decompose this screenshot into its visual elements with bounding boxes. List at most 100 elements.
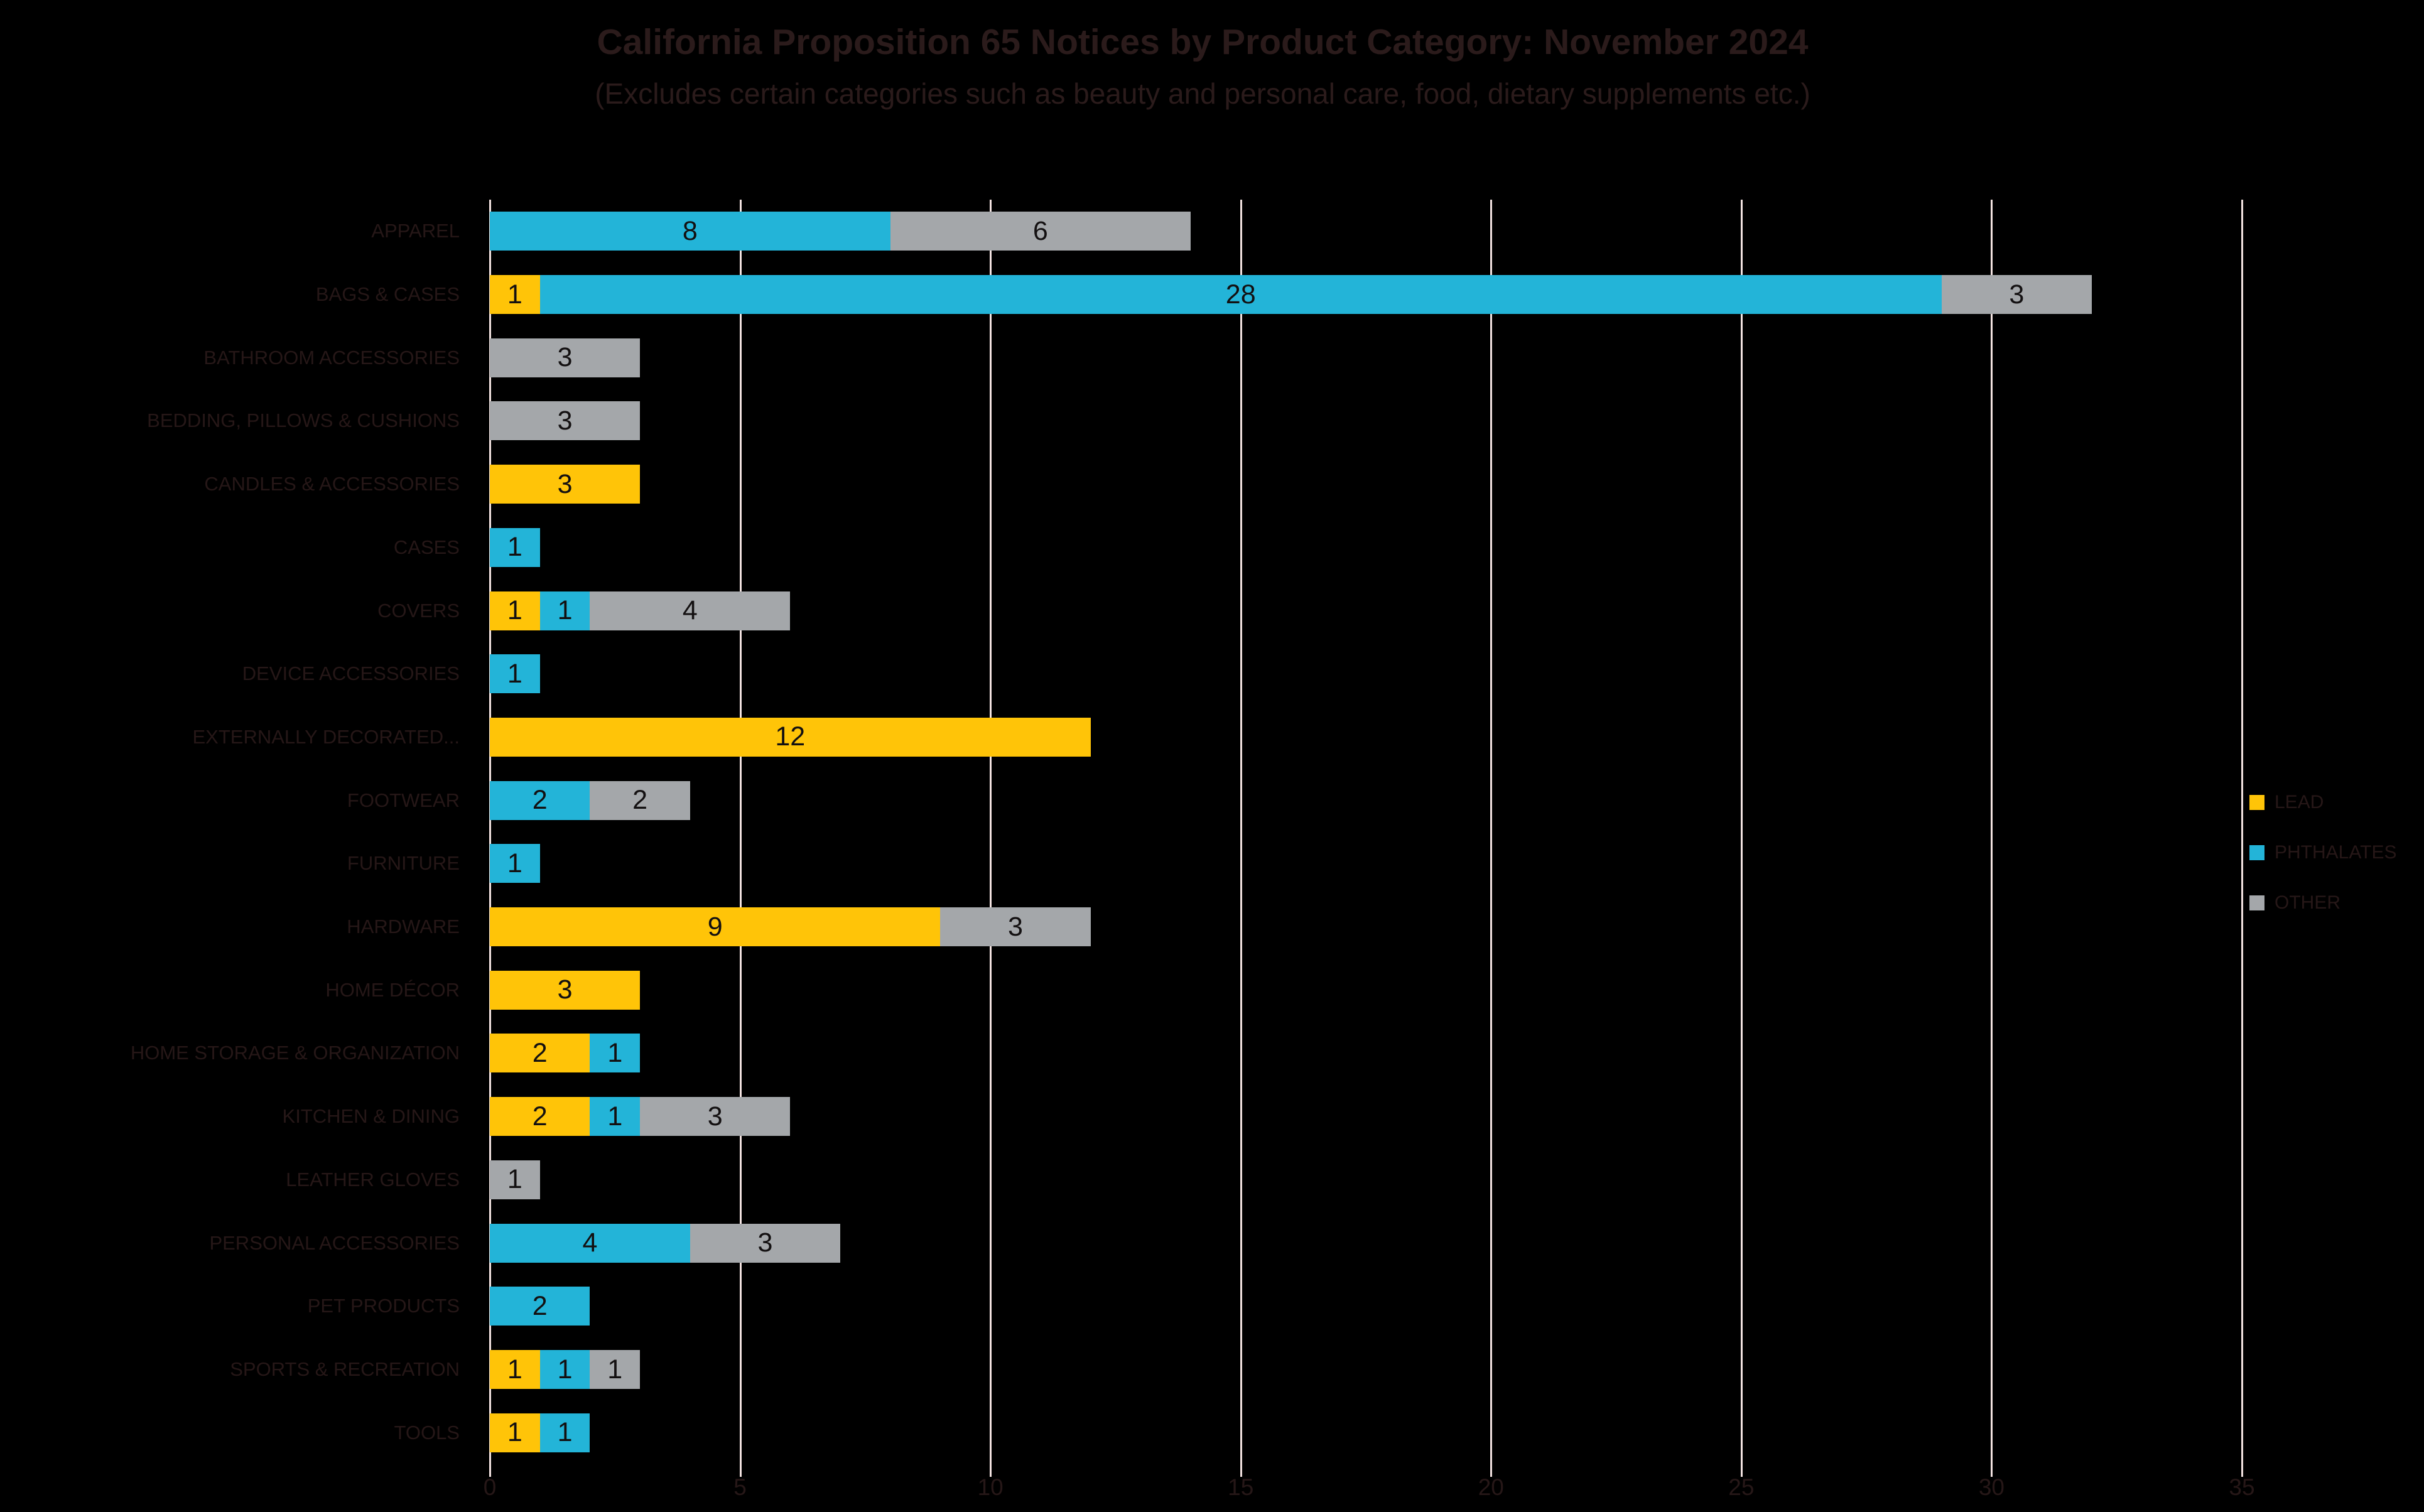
stacked-bar: 1 bbox=[490, 1160, 2242, 1199]
category-label: BEDDING, PILLOWS & CUSHIONS bbox=[147, 409, 460, 432]
bar-segment-phthalates: 8 bbox=[490, 212, 890, 251]
bar-segment-phthalates: 1 bbox=[490, 654, 540, 694]
bar-row: 3 bbox=[490, 453, 2242, 516]
plot-area: 8 6 1 28 3 3 3 3 1 1 1 4 1 12 2 2 1 9 3 3 2 1 2 1 3 1 4 3 2 1 1 1 1 1 bbox=[489, 200, 2243, 1464]
bar-segment-lead: 1 bbox=[490, 591, 540, 630]
x-axis-tickmark bbox=[489, 1464, 491, 1477]
bar-segment-phthalates: 1 bbox=[490, 844, 540, 883]
category-label: HARDWARE bbox=[347, 915, 460, 938]
x-axis-tickmark bbox=[1490, 1464, 1493, 1477]
bar-row: 3 bbox=[490, 326, 2242, 389]
bar-row: 12 bbox=[490, 706, 2242, 769]
bar-segment-other: 2 bbox=[590, 780, 690, 820]
x-tick-label: 10 bbox=[977, 1474, 1004, 1500]
bar-row: 2 bbox=[490, 1275, 2242, 1338]
bar-row: 1 bbox=[490, 642, 2242, 706]
gridline bbox=[2241, 200, 2243, 1464]
chart-subtitle: (Excludes certain categories such as bea… bbox=[595, 77, 1810, 110]
stacked-bar: 1 bbox=[490, 654, 2242, 694]
gridline bbox=[1740, 200, 1743, 1464]
gridline bbox=[489, 200, 491, 1464]
x-tick-label: 25 bbox=[1728, 1474, 1755, 1500]
gridline bbox=[1240, 200, 1242, 1464]
bar-segment-other: 3 bbox=[1941, 275, 2092, 315]
category-label: HOME DÉCOR bbox=[325, 978, 460, 1001]
legend-label: PHTHALATES bbox=[2275, 842, 2397, 863]
stacked-bar: 3 bbox=[490, 970, 2242, 1010]
stacked-bar: 1 28 3 bbox=[490, 275, 2242, 315]
legend-item: PHTHALATES bbox=[2249, 828, 2397, 878]
bar-row: 1 bbox=[490, 1148, 2242, 1212]
legend-swatch bbox=[2249, 795, 2264, 810]
bar-segment-phthalates: 1 bbox=[539, 1413, 590, 1452]
x-tick-label: 30 bbox=[1978, 1474, 2005, 1500]
category-label: PERSONAL ACCESSORIES bbox=[209, 1231, 460, 1254]
bar-row: 3 bbox=[490, 389, 2242, 453]
stacked-bar: 2 bbox=[490, 1287, 2242, 1326]
stacked-bar: 1 bbox=[490, 527, 2242, 567]
category-label: PET PRODUCTS bbox=[307, 1295, 460, 1317]
x-axis-tickmark bbox=[1991, 1464, 1993, 1477]
bar-segment-phthalates: 1 bbox=[490, 527, 540, 567]
x-tick-label: 20 bbox=[1478, 1474, 1504, 1500]
category-label: FOOTWEAR bbox=[347, 789, 460, 811]
x-tick-label: 5 bbox=[733, 1474, 747, 1500]
category-label: LEATHER GLOVES bbox=[286, 1168, 460, 1191]
bar-segment-lead: 2 bbox=[490, 1097, 590, 1137]
bar-segment-phthalates: 1 bbox=[590, 1097, 641, 1137]
legend-label: LEAD bbox=[2275, 792, 2324, 813]
x-axis-tickmark bbox=[739, 1464, 742, 1477]
bar-segment-phthalates: 28 bbox=[539, 275, 1942, 315]
bar-segment-other: 3 bbox=[690, 1223, 840, 1263]
x-tick-label: 0 bbox=[483, 1474, 497, 1500]
bar-segment-other: 6 bbox=[890, 212, 1191, 251]
category-label: COVERS bbox=[377, 599, 460, 622]
bar-segment-lead: 1 bbox=[490, 1413, 540, 1452]
bar-row: 1 bbox=[490, 832, 2242, 895]
category-label: SPORTS & RECREATION bbox=[230, 1358, 460, 1380]
bar-segment-lead: 2 bbox=[490, 1034, 590, 1073]
bar-segment-lead: 9 bbox=[490, 907, 941, 947]
gridline bbox=[1490, 200, 1493, 1464]
category-label: CANDLES & ACCESSORIES bbox=[204, 473, 460, 495]
bar-segment-lead: 3 bbox=[490, 970, 641, 1010]
bar-segment-phthalates: 2 bbox=[490, 780, 590, 820]
bar-segment-phthalates: 4 bbox=[490, 1223, 690, 1263]
x-axis-tickmark bbox=[1740, 1464, 1743, 1477]
gridline bbox=[739, 200, 742, 1464]
legend-item: LEAD bbox=[2249, 777, 2397, 828]
bar-segment-lead: 3 bbox=[490, 465, 641, 504]
category-label: EXTERNALLY DECORATED... bbox=[192, 725, 460, 748]
category-label: DEVICE ACCESSORIES bbox=[242, 662, 460, 685]
category-label: FURNITURE bbox=[347, 852, 460, 875]
legend-swatch bbox=[2249, 895, 2264, 910]
bar-segment-other: 1 bbox=[590, 1350, 641, 1389]
x-tick-label: 15 bbox=[1228, 1474, 1254, 1500]
category-label: BAGS & CASES bbox=[315, 283, 460, 306]
legend-swatch bbox=[2249, 845, 2264, 860]
bar-row: 3 bbox=[490, 958, 2242, 1022]
gridline bbox=[990, 200, 992, 1464]
legend-item: OTHER bbox=[2249, 878, 2397, 928]
bar-segment-other: 3 bbox=[490, 401, 641, 441]
bar-row: 1 bbox=[490, 516, 2242, 580]
stacked-bar: 12 bbox=[490, 717, 2242, 757]
x-tick-label: 35 bbox=[2229, 1474, 2255, 1500]
